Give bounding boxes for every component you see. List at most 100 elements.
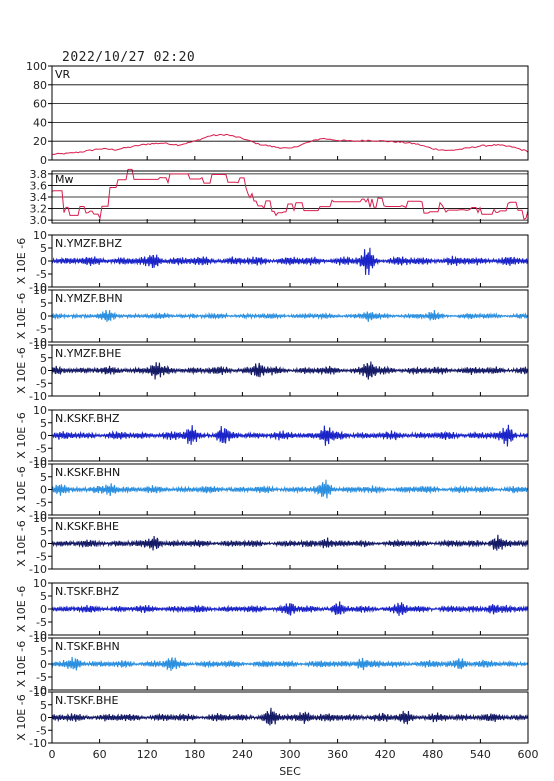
- y-tick-label: 10: [33, 632, 47, 645]
- trace-n-kskf-bhn: [51, 479, 529, 499]
- y-tick-label: 5: [40, 471, 47, 484]
- panel-frame: [51, 517, 529, 570]
- y-tick-label: 0: [40, 154, 47, 167]
- y-tick-label: -10: [29, 737, 47, 750]
- x-tick-label: 540: [470, 748, 491, 761]
- panel-frame: [51, 582, 529, 636]
- panel-frame: [51, 289, 529, 343]
- y-tick-label: 5: [40, 590, 47, 603]
- panel-label: N.TSKF.BHZ: [55, 585, 120, 598]
- x-tick-label: 300: [280, 748, 301, 761]
- trace-n-ymzf-bhz: [51, 247, 529, 276]
- y-tick-label: -5: [36, 323, 47, 336]
- y-tick-label: 5: [40, 417, 47, 430]
- trace-n-ymzf-bhn: [51, 309, 529, 322]
- x-tick-label: 180: [184, 748, 205, 761]
- x-tick-label: 600: [518, 748, 539, 761]
- panel-frame: [51, 409, 529, 462]
- trace-n-kskf-bhz: [51, 424, 529, 447]
- panel-label: N.YMZF.BHN: [55, 292, 123, 305]
- panel-frame: [51, 463, 529, 516]
- y-tick-label: -10: [29, 509, 47, 522]
- y-tick-label: 0: [40, 712, 47, 725]
- y-tick-label: 10: [33, 686, 47, 699]
- y-axis-unit-label: X 10E -6: [15, 347, 28, 393]
- panel-frame: [51, 65, 529, 161]
- y-tick-label: 5: [40, 352, 47, 365]
- x-tick-label: 420: [375, 748, 396, 761]
- y-tick-label: 5: [40, 297, 47, 310]
- y-tick-label: 60: [33, 98, 47, 111]
- y-tick-label: 3.8: [30, 168, 48, 181]
- y-axis-unit-label: X 10E -6: [15, 694, 28, 740]
- y-axis-unit-label: X 10E -6: [15, 293, 28, 339]
- y-tick-label: 10: [33, 339, 47, 352]
- x-tick-label: 480: [422, 748, 443, 761]
- y-tick-label: 0: [40, 484, 47, 497]
- trace-mw: [51, 168, 529, 221]
- y-tick-label: 0: [40, 538, 47, 551]
- y-tick-label: 3.0: [30, 214, 48, 227]
- panel-label: N.KSKF.BHE: [55, 520, 119, 533]
- y-tick-label: 5: [40, 699, 47, 712]
- y-tick-label: 3.2: [30, 203, 48, 216]
- trace-n-tskf-bhz: [51, 601, 529, 616]
- panel-label: N.KSKF.BHN: [55, 466, 120, 479]
- y-tick-label: 0: [40, 658, 47, 671]
- y-axis-unit-label: X 10E -6: [15, 466, 28, 512]
- x-axis-label: SEC: [279, 765, 301, 778]
- panel-frame: [51, 344, 529, 397]
- trace-vr: [51, 133, 529, 156]
- datetime-title: 2022/10/27 02:20: [62, 50, 196, 65]
- y-tick-label: -5: [36, 724, 47, 737]
- y-tick-label: -10: [29, 563, 47, 576]
- y-tick-label: 3.4: [30, 191, 48, 204]
- y-tick-label: 0: [40, 430, 47, 443]
- y-tick-label: 10: [33, 404, 47, 417]
- y-tick-label: 5: [40, 242, 47, 255]
- x-tick-label: 120: [137, 748, 158, 761]
- panel-frame: [51, 234, 529, 288]
- y-tick-label: 0: [40, 365, 47, 378]
- y-axis-unit-label: X 10E -6: [15, 238, 28, 284]
- y-tick-label: 10: [33, 577, 47, 590]
- y-tick-label: -10: [29, 390, 47, 403]
- y-tick-label: -5: [36, 550, 47, 563]
- y-tick-label: -5: [36, 442, 47, 455]
- y-tick-label: 40: [33, 116, 47, 129]
- y-tick-label: -5: [36, 616, 47, 629]
- y-tick-label: 3.6: [30, 179, 48, 192]
- y-tick-label: 0: [40, 603, 47, 616]
- y-tick-label: 10: [33, 284, 47, 297]
- y-tick-label: -10: [29, 684, 47, 697]
- y-axis-unit-label: X 10E -6: [15, 412, 28, 458]
- panel-label: N.TSKF.BHN: [55, 640, 120, 653]
- panel-label: Mw: [55, 173, 74, 186]
- y-axis-unit-label: X 10E -6: [15, 520, 28, 566]
- y-tick-label: 80: [33, 79, 47, 92]
- panel-frame: [51, 637, 529, 691]
- trace-n-tskf-bhn: [51, 656, 529, 671]
- trace-n-tskf-bhe: [51, 707, 529, 726]
- trace-n-kskf-bhe: [51, 534, 529, 551]
- y-tick-label: -10: [29, 455, 47, 468]
- x-tick-label: 0: [49, 748, 56, 761]
- panel-label: N.TSKF.BHE: [55, 694, 119, 707]
- panel-label: N.KSKF.BHZ: [55, 412, 120, 425]
- panel-frame: [51, 170, 529, 224]
- y-tick-label: 5: [40, 645, 47, 658]
- y-tick-label: 5: [40, 525, 47, 538]
- y-tick-label: 0: [40, 255, 47, 268]
- panel-label: VR: [55, 68, 71, 81]
- panel-label: N.YMZF.BHZ: [55, 237, 122, 250]
- y-tick-label: 20: [33, 135, 47, 148]
- y-tick-label: -5: [36, 268, 47, 281]
- y-tick-label: 0: [40, 310, 47, 323]
- y-tick-label: -10: [29, 336, 47, 349]
- x-tick-label: 60: [93, 748, 107, 761]
- y-tick-label: 100: [26, 60, 47, 73]
- y-axis-unit-label: X 10E -6: [15, 586, 28, 632]
- trace-n-ymzf-bhe: [51, 361, 529, 380]
- y-tick-label: -5: [36, 377, 47, 390]
